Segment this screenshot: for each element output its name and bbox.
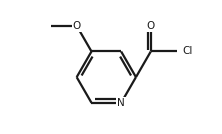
Text: O: O <box>73 21 81 31</box>
Text: Cl: Cl <box>182 46 192 56</box>
Text: N: N <box>117 98 125 108</box>
Text: O: O <box>147 21 155 31</box>
